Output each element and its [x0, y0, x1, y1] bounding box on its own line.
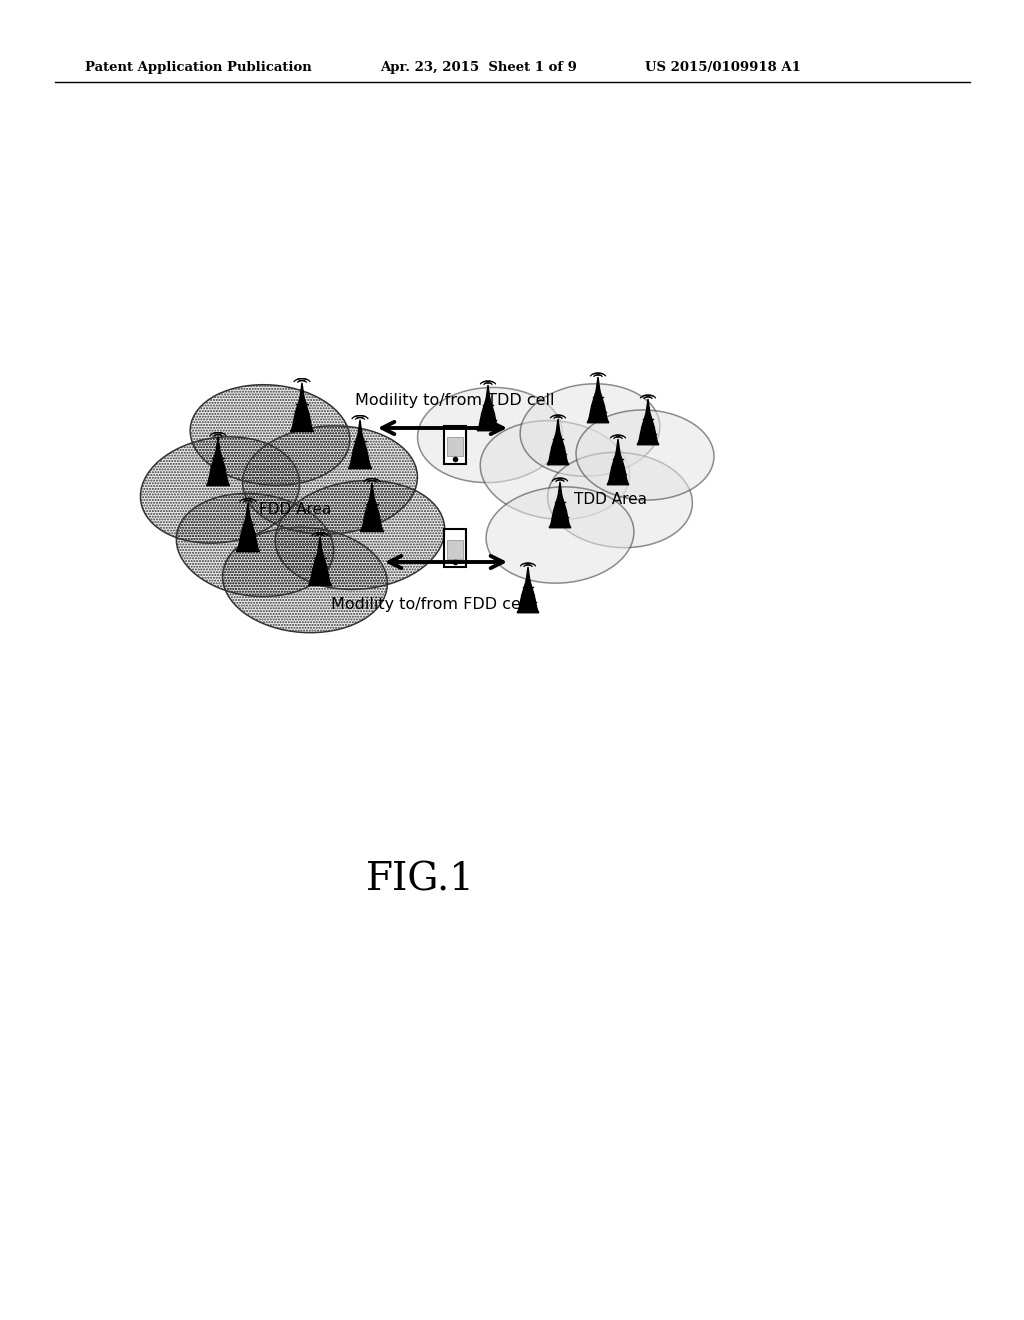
Text: TDD Area: TDD Area: [573, 492, 646, 507]
Polygon shape: [607, 480, 629, 484]
Polygon shape: [592, 391, 604, 405]
Polygon shape: [552, 433, 564, 447]
Polygon shape: [308, 582, 332, 586]
Polygon shape: [295, 397, 308, 413]
Polygon shape: [549, 447, 567, 461]
Ellipse shape: [176, 494, 334, 597]
Polygon shape: [639, 428, 657, 441]
Polygon shape: [242, 517, 255, 533]
Ellipse shape: [520, 384, 659, 477]
Text: US 2015/0109918 A1: US 2015/0109918 A1: [645, 62, 801, 74]
Polygon shape: [209, 467, 227, 482]
Ellipse shape: [275, 480, 444, 590]
Polygon shape: [239, 533, 258, 548]
Ellipse shape: [418, 387, 562, 483]
Polygon shape: [358, 420, 361, 434]
Polygon shape: [486, 385, 489, 399]
Ellipse shape: [486, 487, 634, 583]
Polygon shape: [444, 426, 466, 465]
Polygon shape: [370, 483, 374, 498]
Polygon shape: [444, 529, 466, 568]
Polygon shape: [477, 426, 499, 430]
Polygon shape: [642, 412, 654, 428]
Polygon shape: [587, 418, 609, 422]
Polygon shape: [313, 552, 327, 568]
Text: Modility to/from FDD cell: Modility to/from FDD cell: [331, 598, 529, 612]
Ellipse shape: [577, 411, 714, 500]
Polygon shape: [318, 537, 322, 552]
Polygon shape: [293, 413, 311, 428]
Polygon shape: [348, 465, 372, 469]
Polygon shape: [481, 399, 495, 413]
Polygon shape: [310, 568, 330, 582]
Ellipse shape: [222, 527, 387, 632]
Polygon shape: [547, 461, 568, 465]
Text: Modility to/from TDD cell: Modility to/from TDD cell: [355, 392, 555, 408]
Polygon shape: [362, 513, 382, 528]
Text: FIG.1: FIG.1: [366, 862, 474, 899]
Polygon shape: [246, 503, 250, 517]
Polygon shape: [211, 451, 224, 467]
Ellipse shape: [140, 437, 300, 543]
Polygon shape: [549, 524, 570, 528]
Polygon shape: [611, 453, 625, 467]
Polygon shape: [637, 441, 658, 445]
Text: Apr. 23, 2015  Sheet 1 of 9: Apr. 23, 2015 Sheet 1 of 9: [380, 62, 577, 74]
Ellipse shape: [480, 421, 630, 519]
Polygon shape: [521, 581, 535, 595]
Text: Patent Application Publication: Patent Application Publication: [85, 62, 311, 74]
Polygon shape: [350, 450, 370, 465]
Polygon shape: [526, 568, 529, 581]
Polygon shape: [291, 428, 313, 432]
Polygon shape: [447, 540, 463, 560]
Polygon shape: [589, 405, 607, 418]
Polygon shape: [237, 548, 259, 552]
Polygon shape: [300, 383, 304, 397]
Polygon shape: [556, 418, 560, 433]
Polygon shape: [216, 437, 220, 451]
Polygon shape: [596, 378, 600, 391]
Polygon shape: [519, 595, 537, 609]
Ellipse shape: [243, 426, 418, 535]
Polygon shape: [479, 413, 497, 426]
Polygon shape: [517, 609, 539, 612]
Polygon shape: [609, 467, 627, 480]
Polygon shape: [207, 482, 229, 486]
Polygon shape: [646, 399, 650, 412]
Polygon shape: [551, 511, 569, 524]
Ellipse shape: [190, 384, 350, 486]
Polygon shape: [616, 440, 620, 453]
Polygon shape: [554, 495, 566, 511]
Polygon shape: [360, 528, 384, 532]
Polygon shape: [366, 498, 379, 513]
Polygon shape: [558, 482, 562, 495]
Polygon shape: [447, 437, 463, 457]
Ellipse shape: [548, 453, 692, 548]
Polygon shape: [353, 434, 367, 450]
Text: FDD Area: FDD Area: [259, 503, 331, 517]
